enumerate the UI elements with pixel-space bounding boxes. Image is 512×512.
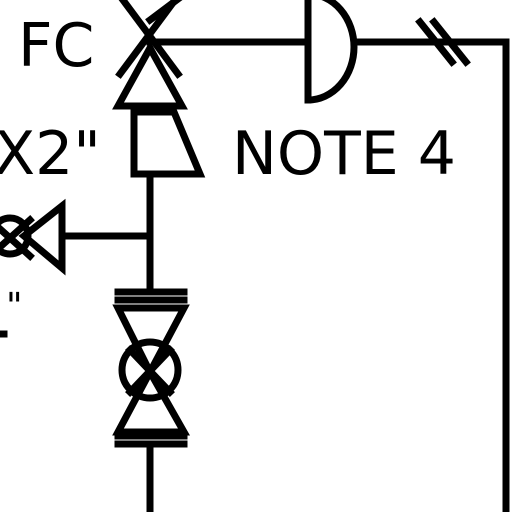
reducer-icon	[130, 108, 206, 178]
fail-closed-label: FC	[18, 11, 94, 81]
control-valve-icon	[112, 0, 188, 110]
ball-valve-icon	[112, 288, 191, 448]
check-valve-cross-2	[0, 215, 35, 252]
inch-mark-label: "	[6, 286, 23, 327]
check-valve-circle	[0, 214, 32, 258]
note-label: NOTE 4	[232, 119, 456, 189]
check-valve-triangle	[18, 198, 66, 276]
signal-slash-1	[415, 17, 457, 67]
ball-valve-lower-triangle	[112, 364, 191, 436]
check-valve-icon	[0, 198, 66, 276]
electric-signal-line-icon	[350, 17, 510, 67]
ball-valve-upper-triangle	[112, 304, 190, 380]
ball-valve-circle	[118, 338, 182, 402]
valve-stem-diagonal	[145, 0, 183, 25]
diaphragm-actuator-icon	[304, 0, 358, 104]
actuator-dome	[304, 0, 358, 104]
valve-upper-triangle	[112, 40, 188, 110]
signal-slash-2	[429, 17, 471, 67]
ball-valve-cross-2	[125, 345, 175, 397]
pipe-size-label: X2"	[0, 119, 101, 189]
reducer-shape	[130, 108, 206, 178]
